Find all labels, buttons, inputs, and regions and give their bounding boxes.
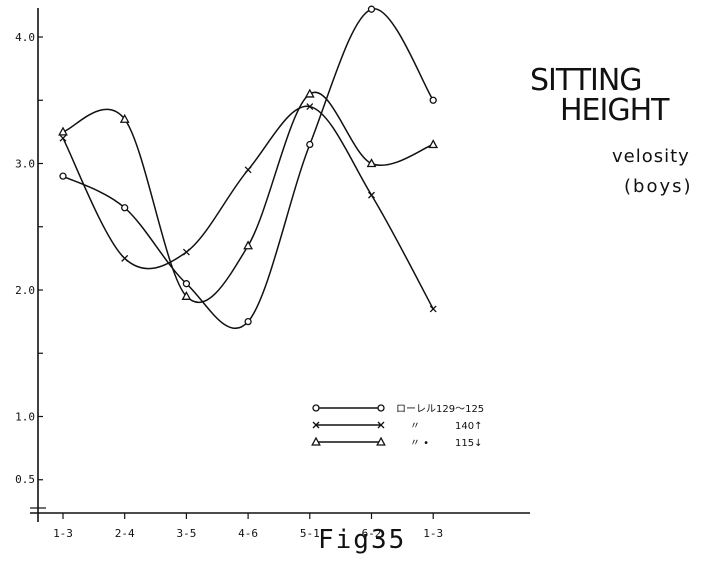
x-tick-label: 6-2 bbox=[362, 527, 382, 540]
y-tick-label: 1.0 bbox=[15, 411, 35, 424]
data-point bbox=[243, 240, 253, 250]
x-marker-stroke bbox=[244, 166, 252, 174]
x-tick-label: 2-4 bbox=[115, 527, 135, 540]
legend-entry-1: ローレル129〜125 bbox=[312, 404, 484, 415]
chart-title-line-1: SITTING bbox=[530, 63, 643, 98]
x-marker-stroke bbox=[368, 191, 375, 199]
data-point bbox=[306, 103, 314, 111]
y-tick-label: 3.0 bbox=[15, 158, 35, 171]
y-tick-label: 0.5 bbox=[15, 473, 35, 486]
y-tick-label: 2.0 bbox=[15, 284, 35, 297]
series-layer bbox=[58, 5, 439, 330]
series-1 bbox=[59, 5, 437, 330]
legend-marker bbox=[377, 421, 385, 429]
data-point bbox=[428, 139, 439, 149]
data-point bbox=[182, 280, 191, 288]
y-tick-label: 4.0 bbox=[15, 31, 35, 44]
data-point bbox=[429, 96, 437, 104]
data-point bbox=[368, 191, 375, 199]
legend-marker bbox=[312, 404, 320, 412]
x-marker-stroke bbox=[182, 248, 190, 256]
legend: ローレル129〜125 〃 140↑ 〃 • 115↓ bbox=[311, 404, 484, 449]
data-point bbox=[58, 126, 68, 136]
series-line bbox=[62, 91, 434, 304]
legend-marker bbox=[377, 404, 385, 412]
chart-subtitle-line-2: (boys) bbox=[624, 176, 693, 197]
data-point bbox=[306, 140, 314, 149]
legend-marker bbox=[312, 421, 320, 429]
data-point bbox=[59, 134, 67, 142]
x-tick-label: 5-1 bbox=[300, 527, 320, 540]
data-point bbox=[119, 113, 130, 123]
data-point bbox=[367, 5, 376, 13]
legend-marker bbox=[376, 436, 386, 446]
x-tick-label: 1-3 bbox=[53, 527, 73, 540]
x-tick-label: 1-3 bbox=[423, 527, 443, 540]
data-point bbox=[121, 254, 129, 262]
series-line bbox=[62, 105, 434, 310]
x-marker-stroke bbox=[377, 421, 385, 429]
chart-subtitle-line-1: velosity bbox=[612, 146, 690, 167]
data-point bbox=[244, 317, 252, 326]
figure-label: Fig35 bbox=[318, 525, 407, 555]
series-line bbox=[62, 8, 434, 330]
x-marker-stroke bbox=[121, 254, 129, 262]
legend-value: 115↓ bbox=[455, 438, 482, 449]
data-point bbox=[429, 305, 437, 313]
data-point bbox=[121, 204, 129, 212]
legend-marker bbox=[311, 436, 321, 446]
axes: 0.5 1.0 2.0 3.0 4.0 1-3 2-4 3-5 4-6 5-1 6-2 1-3 bbox=[15, 8, 530, 540]
x-marker-stroke bbox=[429, 305, 437, 313]
legend-ditto: 〃 bbox=[410, 421, 420, 432]
x-tick-label: 3-5 bbox=[176, 527, 196, 540]
x-marker-stroke bbox=[306, 103, 314, 111]
legend-ditto: 〃 • bbox=[410, 438, 429, 449]
legend-entry-3: 〃 • 115↓ bbox=[311, 436, 482, 449]
data-point bbox=[182, 248, 190, 256]
series-3 bbox=[58, 88, 439, 304]
legend-value: 140↑ bbox=[455, 421, 482, 432]
data-point bbox=[181, 290, 192, 300]
data-point bbox=[244, 166, 252, 174]
data-point bbox=[304, 88, 315, 98]
series-2 bbox=[59, 103, 437, 313]
data-point bbox=[366, 158, 377, 168]
legend-label: ローレル129〜125 bbox=[396, 404, 484, 415]
x-tick-label: 4-6 bbox=[238, 527, 258, 540]
x-marker-stroke bbox=[59, 134, 67, 142]
legend-entry-2: 〃 140↑ bbox=[312, 421, 482, 432]
data-point bbox=[59, 172, 67, 180]
x-marker-stroke bbox=[312, 421, 320, 429]
chart-title-line-2: HEIGHT bbox=[560, 93, 669, 128]
